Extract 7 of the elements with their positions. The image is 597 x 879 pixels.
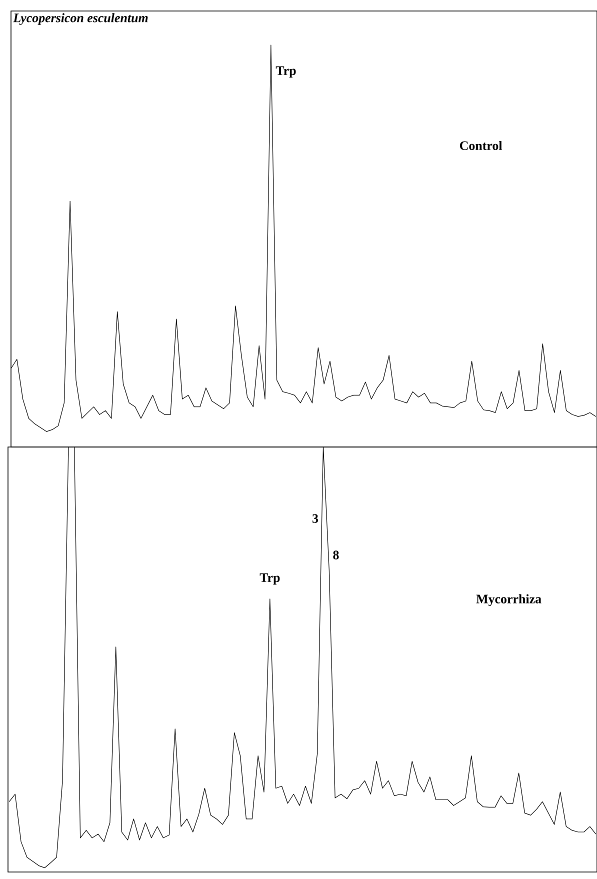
chart-title: Lycopersicon esculentum xyxy=(13,13,148,25)
text: Mycorrhiza xyxy=(476,594,542,606)
annotation: Trp xyxy=(276,66,296,78)
annotation: 3 xyxy=(312,514,318,523)
annotation: 8 xyxy=(333,550,339,560)
annotation: Trp xyxy=(260,573,280,585)
text: Control xyxy=(460,140,502,150)
